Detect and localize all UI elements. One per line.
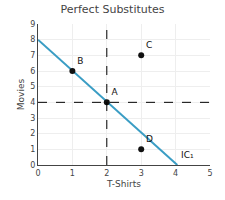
svg-text:7: 7 — [30, 51, 35, 60]
svg-text:T-Shirts: T-Shirts — [106, 179, 141, 189]
svg-text:2: 2 — [30, 129, 35, 138]
svg-text:3: 3 — [30, 114, 35, 123]
svg-text:Perfect Substitutes: Perfect Substitutes — [60, 3, 164, 16]
svg-text:4: 4 — [30, 98, 35, 107]
svg-text:IC₁: IC₁ — [181, 150, 194, 160]
svg-text:0: 0 — [30, 161, 35, 170]
svg-text:Movies: Movies — [16, 79, 26, 111]
svg-text:4: 4 — [173, 169, 178, 178]
svg-text:5: 5 — [207, 169, 212, 178]
svg-text:B: B — [77, 56, 83, 66]
svg-text:8: 8 — [30, 35, 35, 44]
svg-text:5: 5 — [30, 82, 35, 91]
svg-text:1: 1 — [30, 145, 35, 154]
svg-text:0: 0 — [35, 169, 40, 178]
svg-text:1: 1 — [70, 169, 75, 178]
svg-text:D: D — [146, 134, 153, 144]
svg-text:3: 3 — [139, 169, 144, 178]
svg-text:2: 2 — [104, 169, 109, 178]
svg-text:C: C — [146, 40, 152, 50]
svg-text:9: 9 — [30, 20, 35, 29]
svg-text:6: 6 — [30, 67, 35, 76]
svg-text:A: A — [112, 87, 119, 97]
